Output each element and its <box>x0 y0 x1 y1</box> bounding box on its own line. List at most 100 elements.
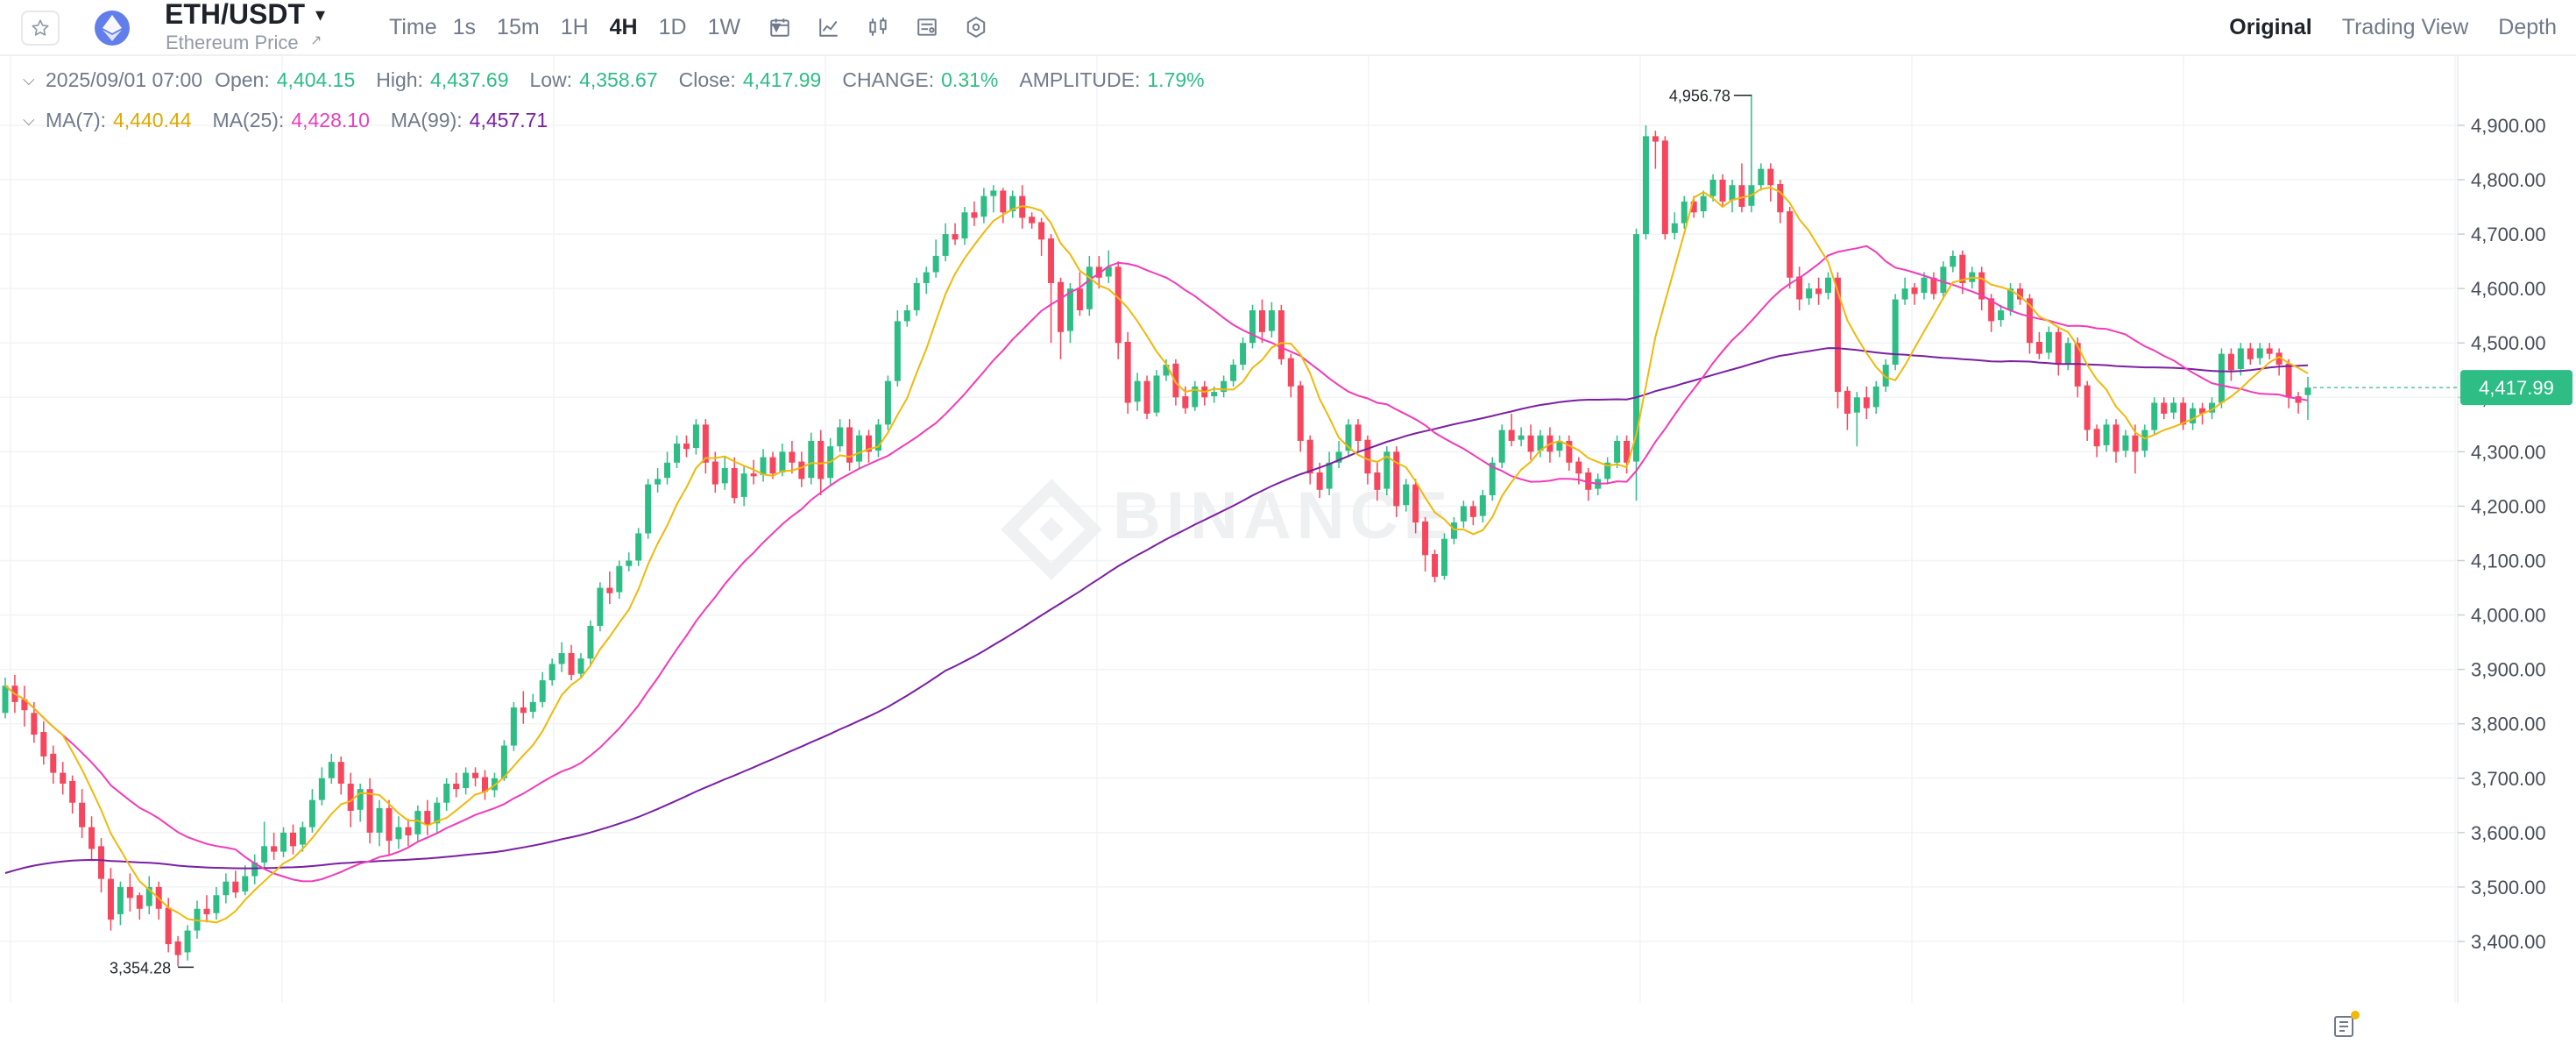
candle <box>21 685 28 727</box>
candle-body <box>1738 185 1745 208</box>
candle <box>1393 446 1400 517</box>
candle <box>1268 302 1275 338</box>
candle <box>1661 136 1668 240</box>
hexagon-settings-icon[interactable] <box>960 12 992 42</box>
candle <box>2275 348 2282 376</box>
indicator-icon[interactable] <box>813 12 845 42</box>
candle-body <box>1460 506 1467 522</box>
candle-body <box>405 827 412 835</box>
candle-body <box>280 832 287 852</box>
pair-dropdown-icon[interactable]: ▾ <box>315 4 326 25</box>
candle-body <box>1364 439 1371 474</box>
candle <box>674 435 680 468</box>
candle <box>2237 343 2244 376</box>
candle <box>1095 255 1102 289</box>
interval-1d[interactable]: 1D <box>658 15 687 39</box>
candle-body <box>789 451 796 463</box>
candle <box>1038 217 1045 256</box>
candle-body <box>1787 211 1794 278</box>
candle <box>1355 419 1362 452</box>
candle-body <box>1661 140 1668 235</box>
candle-body <box>299 827 306 845</box>
close-value: 4,417.99 <box>742 68 822 91</box>
candle <box>308 789 315 833</box>
interval-1h[interactable]: 1H <box>560 15 589 39</box>
external-link-icon[interactable]: ↗ <box>310 33 322 48</box>
candle-body <box>174 941 181 955</box>
candle <box>1921 272 1928 300</box>
pair-subtitle[interactable]: Ethereum Price <box>166 32 299 53</box>
candle-body <box>894 321 901 381</box>
candle <box>453 772 460 798</box>
star-icon <box>32 19 49 36</box>
candle-body <box>1393 451 1400 507</box>
candle <box>184 925 191 961</box>
candle-body <box>510 707 517 746</box>
more-intervals-icon[interactable]: ▼ <box>768 18 784 36</box>
candle-body <box>1998 309 2005 321</box>
interval-1w[interactable]: 1W <box>707 15 741 39</box>
candle-body <box>165 907 172 945</box>
calendar-icon[interactable] <box>764 12 796 42</box>
collapse-chevron-icon[interactable]: ⌵ <box>23 111 35 129</box>
tab-original[interactable]: Original <box>2229 15 2312 39</box>
candle-body <box>1777 183 1784 213</box>
candle <box>1192 380 1199 411</box>
settings-list-icon[interactable] <box>911 12 943 42</box>
candle <box>1518 427 1525 447</box>
tab-trading-view[interactable]: Trading View <box>2341 15 2469 39</box>
interval-time[interactable]: Time <box>389 15 437 39</box>
binance-watermark: BINANCE <box>1113 479 1453 553</box>
collapse-chevron-icon[interactable]: ⌵ <box>23 71 35 89</box>
candle-body <box>2035 341 2042 354</box>
interval-1s[interactable]: 1s <box>452 15 477 39</box>
favorite-button[interactable] <box>21 11 60 46</box>
candle-body <box>1508 430 1515 441</box>
candle <box>808 432 815 485</box>
candle-body <box>107 878 114 920</box>
pair-title[interactable]: ETH/USDT <box>165 0 305 30</box>
candle-type-icon[interactable] <box>862 12 894 42</box>
binance-logo-center <box>1039 517 1064 542</box>
candle-body <box>884 380 891 425</box>
candle <box>1029 212 1036 229</box>
candle-body <box>126 886 133 898</box>
close-label: Close: <box>678 68 736 91</box>
candle-body <box>2237 348 2244 370</box>
chart-header: ETH/USDT ▾ Ethereum Price ↗ Time 1s 15m … <box>0 0 2576 56</box>
tab-depth[interactable]: Depth <box>2498 15 2557 39</box>
candle <box>1384 446 1391 496</box>
candle <box>1872 380 1879 414</box>
price-chart-area[interactable]: BINANCE 3,400.00 3,500.00 3,600.00 3,700.00… <box>0 56 2576 1037</box>
interval-4h[interactable]: 4H <box>609 15 638 39</box>
candle <box>136 892 143 920</box>
current-price-label: 4,417.99 <box>2479 377 2554 399</box>
ma99-value: 4,457.71 <box>469 109 548 131</box>
candle-body <box>731 467 738 499</box>
candle <box>299 821 306 852</box>
candle <box>606 571 613 605</box>
candle-body <box>674 444 680 463</box>
candlestick-chart[interactable]: BINANCE 3,400.00 3,500.00 3,600.00 3,700.00… <box>0 56 2576 1003</box>
candle <box>2112 419 2120 463</box>
candle-body <box>1921 277 1928 294</box>
candle <box>213 886 220 920</box>
candle-body <box>1901 288 1908 300</box>
candle <box>692 419 699 455</box>
candle-body <box>88 827 96 849</box>
y-tick-label: 3,800.00 <box>2471 714 2546 735</box>
order-book-button[interactable] <box>2331 1010 2360 1040</box>
interval-15m[interactable]: 15m <box>497 15 540 39</box>
ma99-line <box>4 347 2309 874</box>
candle-body <box>1086 266 1093 309</box>
candle-body <box>472 772 479 778</box>
candle <box>874 419 881 458</box>
candle-body <box>2190 408 2197 424</box>
candle <box>1633 228 1639 501</box>
candle-body <box>434 802 441 824</box>
candle-body <box>568 653 575 675</box>
candle <box>1326 451 1333 496</box>
candle-body <box>242 876 249 891</box>
y-tick-label: 3,400.00 <box>2471 931 2546 953</box>
y-tick-label: 4,500.00 <box>2471 332 2546 354</box>
